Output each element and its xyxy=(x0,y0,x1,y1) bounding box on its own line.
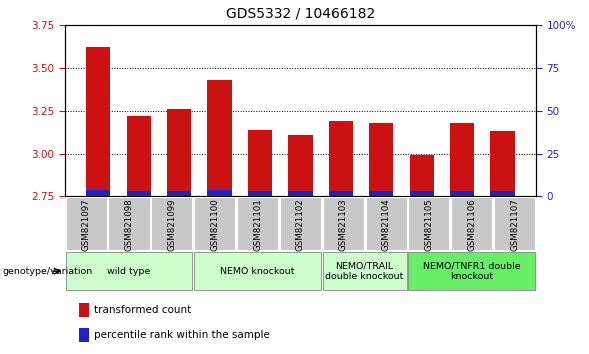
Bar xyxy=(490,191,515,196)
FancyBboxPatch shape xyxy=(280,197,321,250)
FancyBboxPatch shape xyxy=(151,197,193,250)
Text: GSM821106: GSM821106 xyxy=(467,199,477,251)
Bar xyxy=(369,122,393,196)
Text: GSM821102: GSM821102 xyxy=(296,199,305,251)
Bar xyxy=(207,80,231,196)
Text: NEMO/TNFR1 double
knockout: NEMO/TNFR1 double knockout xyxy=(423,262,521,281)
Title: GDS5332 / 10466182: GDS5332 / 10466182 xyxy=(226,7,375,21)
FancyBboxPatch shape xyxy=(494,197,535,250)
Bar xyxy=(409,191,434,196)
Text: GSM821107: GSM821107 xyxy=(510,199,519,251)
FancyBboxPatch shape xyxy=(451,197,492,250)
Text: GSM821098: GSM821098 xyxy=(124,199,134,251)
FancyBboxPatch shape xyxy=(323,252,406,290)
Bar xyxy=(207,190,231,196)
FancyBboxPatch shape xyxy=(366,197,406,250)
FancyBboxPatch shape xyxy=(323,197,364,250)
Text: GSM821097: GSM821097 xyxy=(82,199,91,251)
FancyBboxPatch shape xyxy=(408,197,449,250)
Text: wild type: wild type xyxy=(107,267,151,276)
Bar xyxy=(369,191,393,196)
Bar xyxy=(450,122,474,196)
Text: GSM821104: GSM821104 xyxy=(382,199,391,251)
Bar xyxy=(409,155,434,196)
Bar xyxy=(248,130,272,196)
Bar xyxy=(329,121,353,196)
Bar xyxy=(490,131,515,196)
FancyBboxPatch shape xyxy=(65,197,107,250)
Bar xyxy=(79,303,90,317)
Text: percentile rank within the sample: percentile rank within the sample xyxy=(94,330,270,340)
Bar xyxy=(86,190,111,196)
Bar xyxy=(167,109,191,196)
Bar xyxy=(329,191,353,196)
Text: GSM821100: GSM821100 xyxy=(210,199,219,251)
FancyBboxPatch shape xyxy=(237,197,278,250)
Text: GSM821101: GSM821101 xyxy=(253,199,262,251)
Bar xyxy=(167,191,191,196)
FancyBboxPatch shape xyxy=(194,197,235,250)
Text: genotype/variation: genotype/variation xyxy=(3,267,93,276)
Text: GSM821103: GSM821103 xyxy=(339,199,348,251)
Text: NEMO knockout: NEMO knockout xyxy=(220,267,295,276)
Text: transformed count: transformed count xyxy=(94,305,192,315)
FancyBboxPatch shape xyxy=(108,197,150,250)
Bar xyxy=(450,191,474,196)
Bar xyxy=(288,135,313,196)
Text: NEMO/TRAIL
double knockout: NEMO/TRAIL double knockout xyxy=(326,262,404,281)
FancyBboxPatch shape xyxy=(65,252,193,290)
Text: GSM821099: GSM821099 xyxy=(167,199,176,251)
Bar xyxy=(86,47,111,196)
Bar xyxy=(127,191,151,196)
FancyBboxPatch shape xyxy=(408,252,535,290)
Bar xyxy=(127,116,151,196)
Bar xyxy=(248,191,272,196)
Bar xyxy=(79,328,90,342)
Bar xyxy=(288,191,313,196)
FancyBboxPatch shape xyxy=(194,252,321,290)
Text: GSM821105: GSM821105 xyxy=(425,199,434,251)
